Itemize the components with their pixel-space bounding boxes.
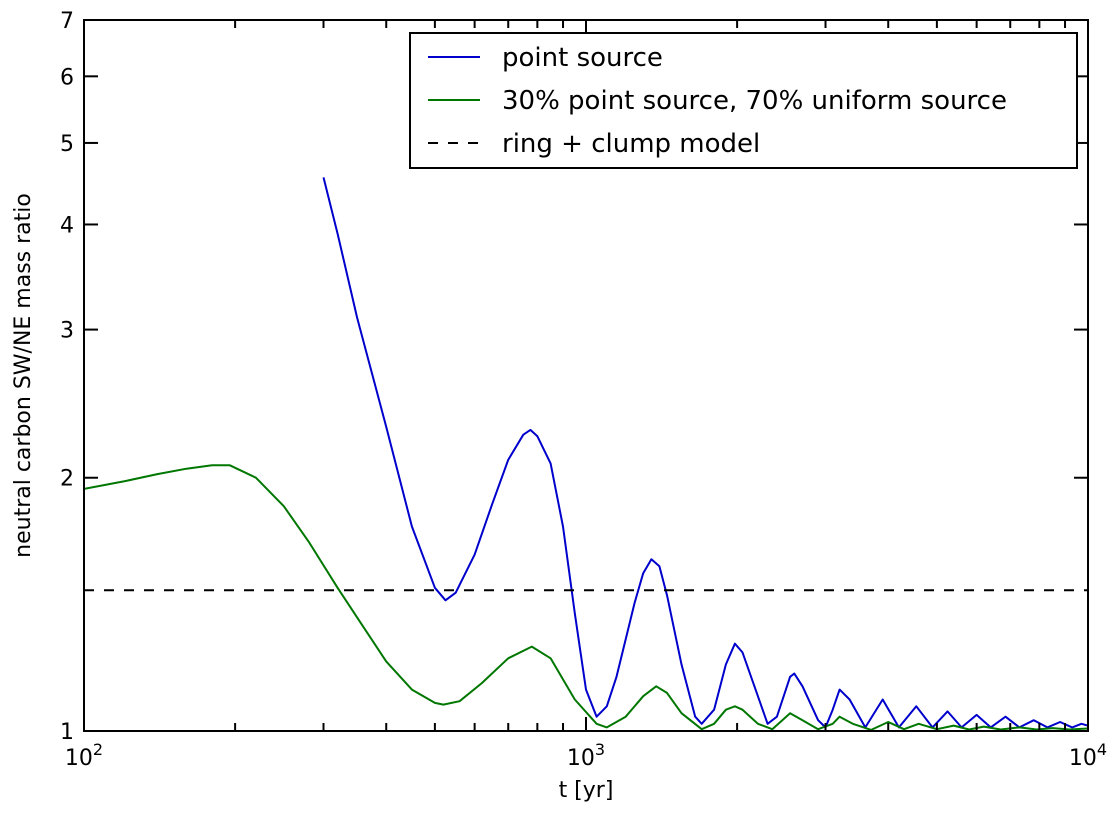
- series-layer: [84, 177, 1088, 731]
- y-tick-label: 6: [60, 65, 74, 90]
- legend-label: 30% point source, 70% uniform source: [502, 86, 1007, 116]
- y-tick-label: 4: [60, 213, 74, 238]
- x-tick-label: 103: [567, 740, 605, 771]
- x-tick-label: 102: [65, 740, 103, 771]
- y-axis-label: neutral carbon SW/NE mass ratio: [11, 193, 36, 558]
- y-tick-label: 5: [60, 132, 74, 157]
- y-tick-label: 7: [60, 9, 74, 34]
- legend: point source 30% point source, 70% unifor…: [409, 32, 1078, 169]
- series-line-0: [322, 177, 1088, 729]
- y-tick-label: 1: [60, 720, 74, 745]
- legend-box: [409, 32, 1078, 169]
- x-axis-label: t [yr]: [559, 778, 614, 803]
- x-tick-label: 104: [1069, 740, 1107, 771]
- legend-label: ring + clump model: [502, 129, 760, 159]
- y-tick-label: 3: [60, 319, 74, 344]
- axis-ticks: [83, 19, 1089, 732]
- tick-labels: 1 2 3 4 5 6 7 102 103 104: [60, 9, 1107, 771]
- y-tick-label: 2: [60, 467, 74, 492]
- legend-label: point source: [502, 43, 663, 73]
